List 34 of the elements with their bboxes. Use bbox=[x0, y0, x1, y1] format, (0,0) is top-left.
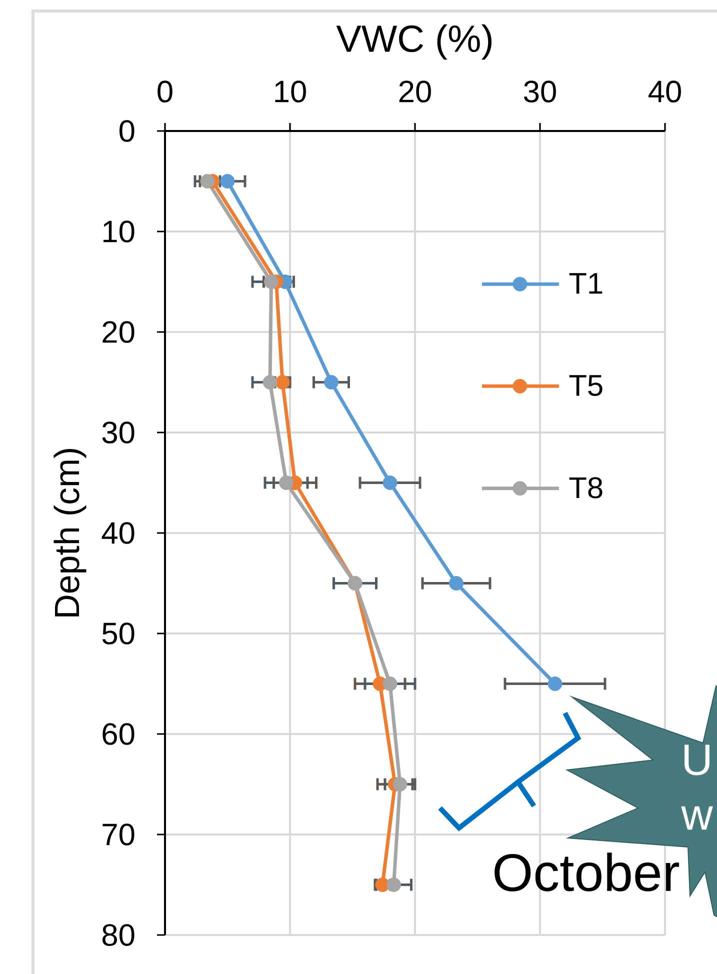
y-tick-label: 60 bbox=[102, 723, 134, 745]
x-tick-label: 30 bbox=[524, 80, 556, 102]
point bbox=[386, 878, 402, 892]
point bbox=[449, 576, 464, 591]
y-tick-label: 10 bbox=[103, 220, 134, 242]
legend-label: T8 bbox=[569, 477, 602, 498]
point bbox=[220, 174, 235, 189]
x-tick-label: 0 bbox=[158, 80, 172, 102]
y-tick-label: 30 bbox=[102, 422, 134, 444]
y-tick-label: 80 bbox=[102, 924, 134, 946]
point bbox=[382, 676, 398, 692]
point bbox=[279, 476, 294, 490]
y-tick-label: 50 bbox=[102, 622, 134, 644]
point bbox=[324, 375, 339, 390]
legend-label: T1 bbox=[569, 273, 602, 294]
x-tick-label: 20 bbox=[399, 80, 431, 102]
y-tick-label: 70 bbox=[102, 824, 134, 846]
point bbox=[548, 676, 562, 692]
y-tick-label: 40 bbox=[102, 522, 134, 544]
y-tick-label: 20 bbox=[102, 321, 134, 343]
point bbox=[392, 777, 408, 792]
legend-label: T5 bbox=[569, 375, 602, 396]
point bbox=[382, 476, 398, 490]
x-axis-title: VWC (%) bbox=[336, 24, 492, 60]
text: w bbox=[681, 806, 713, 830]
point bbox=[200, 174, 215, 189]
point bbox=[262, 375, 278, 390]
annotation: October bbox=[494, 852, 680, 892]
point bbox=[264, 274, 279, 290]
x-tick-label: 10 bbox=[275, 80, 306, 102]
y-axis-title: Depth (cm) bbox=[54, 448, 86, 616]
y-tick-label: 0 bbox=[120, 120, 134, 142]
text: U bbox=[684, 744, 710, 776]
x-tick-label: 40 bbox=[648, 80, 681, 102]
